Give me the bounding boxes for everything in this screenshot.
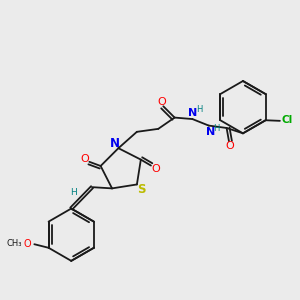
Text: O: O	[24, 238, 32, 249]
Text: H: H	[196, 105, 202, 114]
Text: H: H	[213, 124, 220, 133]
Text: N: N	[206, 127, 215, 136]
Text: S: S	[137, 183, 145, 196]
Text: O: O	[81, 154, 89, 164]
Text: H: H	[70, 188, 77, 197]
Text: O: O	[157, 97, 166, 107]
Text: N: N	[110, 137, 120, 150]
Text: Cl: Cl	[281, 115, 292, 125]
Text: N: N	[188, 107, 198, 118]
Text: O: O	[151, 164, 160, 174]
Text: CH₃: CH₃	[7, 239, 22, 248]
Text: O: O	[226, 141, 234, 151]
